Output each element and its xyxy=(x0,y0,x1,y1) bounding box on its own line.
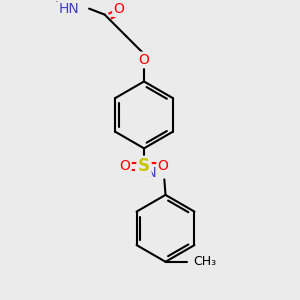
Text: O: O xyxy=(113,2,124,16)
Text: CH₃: CH₃ xyxy=(193,255,216,268)
Text: O: O xyxy=(158,159,169,173)
Text: O: O xyxy=(119,159,130,173)
Text: HN: HN xyxy=(59,2,80,16)
Text: HN: HN xyxy=(136,167,157,180)
Text: S: S xyxy=(138,157,150,175)
Text: O: O xyxy=(139,53,149,67)
